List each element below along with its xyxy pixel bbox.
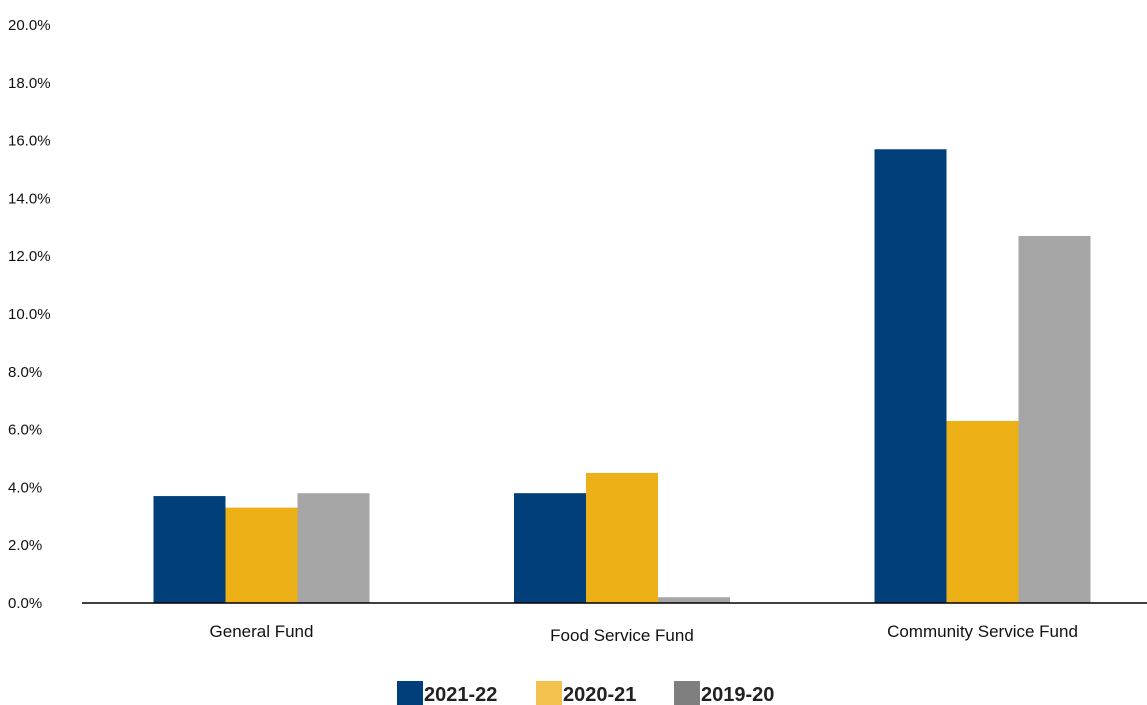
category-label: Food Service Fund xyxy=(550,626,694,645)
category-label: Community Service Fund xyxy=(887,622,1078,641)
y-tick-label: 8.0% xyxy=(8,364,42,381)
bar-2019-20-community-service-fund xyxy=(1018,235,1091,603)
y-tick-label: 16.0% xyxy=(8,133,51,150)
bar-2021-22-community-service-fund xyxy=(874,149,947,603)
bar-2021-22-food-service-fund xyxy=(514,493,586,603)
bar-2020-21-food-service-fund xyxy=(586,472,658,603)
category-label: General Fund xyxy=(210,622,314,641)
y-tick-label: 14.0% xyxy=(8,190,51,207)
y-tick-label: 18.0% xyxy=(8,75,51,92)
legend: 2021-22 2020-21 2019-20 xyxy=(397,681,774,705)
legend-label: 2019-20 xyxy=(701,684,774,705)
y-tick-label: 10.0% xyxy=(8,306,51,323)
y-tick-label: 2.0% xyxy=(8,537,42,554)
category-labels: General Fund Food Service Fund Community S… xyxy=(210,622,1078,645)
bar-2019-20-food-service-fund xyxy=(658,597,730,603)
legend-swatch-2021-22 xyxy=(397,681,423,705)
legend-swatch-2019-20 xyxy=(674,681,700,705)
legend-label: 2021-22 xyxy=(424,684,497,705)
legend-swatch-2020-21 xyxy=(536,681,562,705)
bar-2020-21-general-fund xyxy=(225,507,298,603)
bar-2020-21-community-service-fund xyxy=(946,420,1019,603)
y-tick-label: 20.0% xyxy=(8,17,51,34)
bar-2019-20-general-fund xyxy=(297,493,370,603)
y-tick-label: 12.0% xyxy=(8,248,51,265)
legend-label: 2020-21 xyxy=(563,684,636,705)
y-tick-label: 4.0% xyxy=(8,479,42,496)
y-axis-ticks: 0.0% 2.0% 4.0% 6.0% 8.0% 10.0% 12.0% 14.0% 16.0%… xyxy=(8,17,51,612)
y-tick-label: 6.0% xyxy=(8,422,42,439)
bars xyxy=(153,149,1091,603)
y-tick-label: 0.0% xyxy=(8,595,42,612)
bar-2021-22-general-fund xyxy=(153,496,226,603)
